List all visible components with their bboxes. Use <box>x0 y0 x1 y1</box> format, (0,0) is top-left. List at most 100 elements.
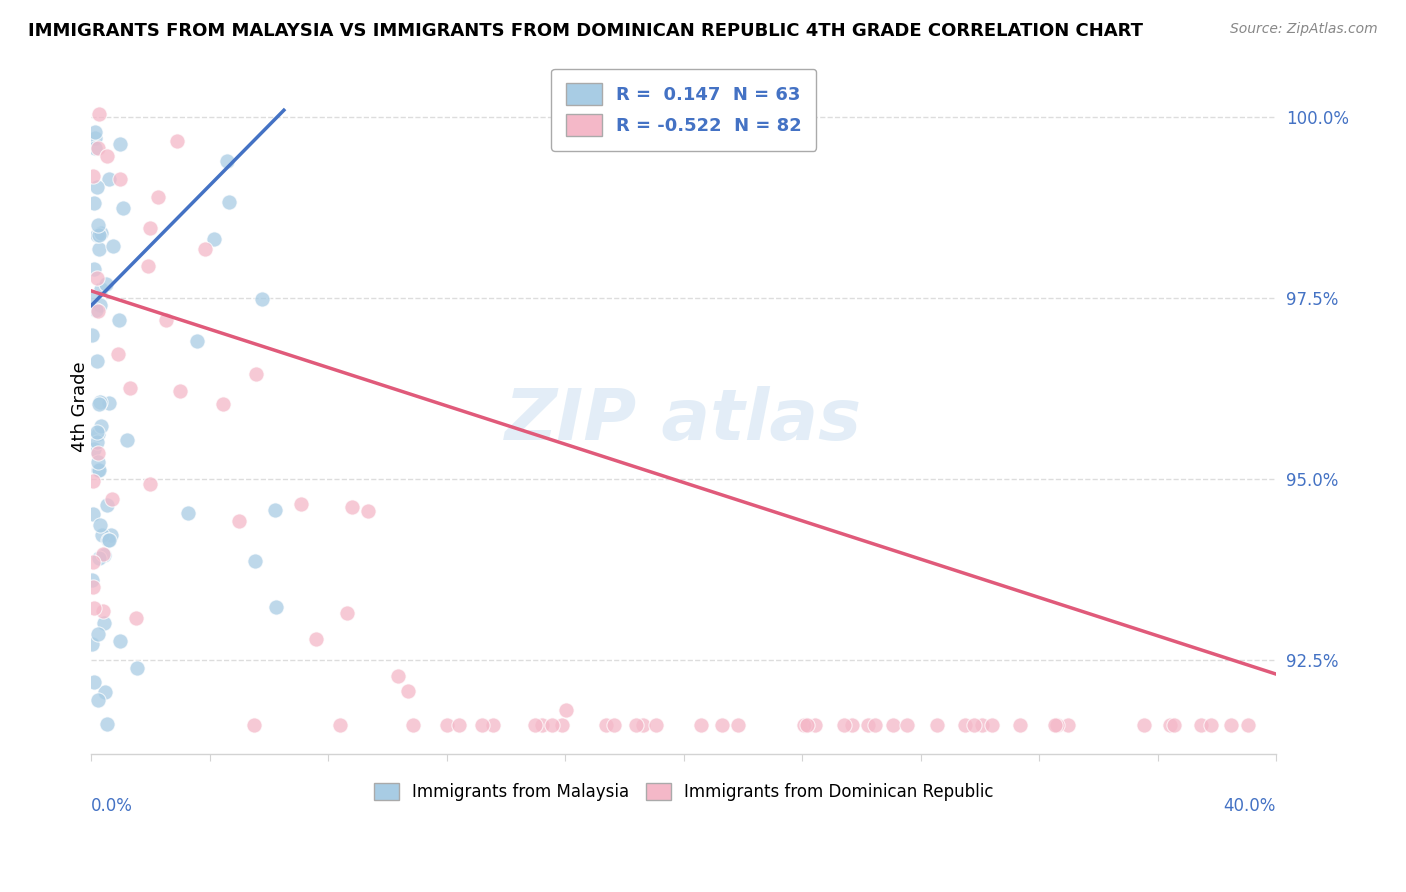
Point <box>84 130 107 145</box>
Point <box>87 427 110 442</box>
Point <box>228 514 250 528</box>
Point <box>86 627 108 641</box>
Point <box>177 506 200 520</box>
Point <box>1163 717 1185 731</box>
Point <box>242 717 264 731</box>
Point <box>82 555 104 569</box>
Point <box>96 149 118 163</box>
Point <box>290 497 312 511</box>
Point <box>94 685 117 699</box>
Point <box>89 282 111 296</box>
Point <box>87 692 110 706</box>
Point <box>91 604 114 618</box>
Point <box>727 717 749 731</box>
Point <box>796 717 818 731</box>
Point <box>449 717 471 731</box>
Text: 0.0%: 0.0% <box>91 797 134 815</box>
Point <box>245 367 267 381</box>
Point <box>86 434 108 449</box>
Point <box>139 477 162 491</box>
Point <box>83 675 105 690</box>
Point <box>87 463 110 477</box>
Point <box>1189 717 1212 731</box>
Point <box>96 498 118 512</box>
Text: 40.0%: 40.0% <box>1223 797 1277 815</box>
Point <box>146 190 169 204</box>
Point <box>523 717 546 731</box>
Point <box>186 334 208 348</box>
Point <box>97 533 120 547</box>
Point <box>86 353 108 368</box>
Point <box>211 397 233 411</box>
Point <box>243 553 266 567</box>
Point <box>1043 717 1066 731</box>
Point <box>87 455 110 469</box>
Point <box>266 599 288 614</box>
Point <box>305 632 328 647</box>
Point <box>93 548 115 562</box>
Point <box>83 600 105 615</box>
Point <box>602 717 624 731</box>
Point <box>87 397 110 411</box>
Point <box>84 125 107 139</box>
Point <box>136 259 159 273</box>
Point <box>83 196 105 211</box>
Point <box>402 717 425 731</box>
Point <box>89 298 111 312</box>
Point <box>107 347 129 361</box>
Point <box>202 232 225 246</box>
Point <box>530 717 553 731</box>
Point <box>1237 717 1260 731</box>
Point <box>981 717 1004 731</box>
Point <box>82 327 104 342</box>
Point <box>626 717 648 731</box>
Point <box>841 717 863 731</box>
Point <box>87 463 110 477</box>
Y-axis label: 4th Grade: 4th Grade <box>72 361 89 452</box>
Point <box>1220 717 1243 731</box>
Point <box>896 717 918 731</box>
Point <box>963 717 986 731</box>
Point <box>595 717 617 731</box>
Point <box>87 446 110 460</box>
Point <box>96 277 118 291</box>
Point <box>115 433 138 447</box>
Point <box>89 107 111 121</box>
Text: ZIP atlas: ZIP atlas <box>505 386 862 455</box>
Point <box>86 271 108 285</box>
Point <box>108 633 131 648</box>
Point <box>120 381 142 395</box>
Point <box>863 717 886 731</box>
Point <box>89 395 111 409</box>
Point <box>83 442 105 457</box>
Point <box>633 717 655 731</box>
Point <box>215 153 238 168</box>
Point <box>194 242 217 256</box>
Point <box>471 717 494 731</box>
Point <box>86 425 108 440</box>
Legend: Immigrants from Malaysia, Immigrants from Dominican Republic: Immigrants from Malaysia, Immigrants fro… <box>367 776 1001 808</box>
Point <box>169 384 191 399</box>
Point <box>93 615 115 630</box>
Point <box>834 717 856 731</box>
Point <box>1056 717 1078 731</box>
Point <box>82 507 104 521</box>
Point <box>90 226 112 240</box>
Point <box>793 717 815 731</box>
Point <box>263 503 285 517</box>
Point <box>86 179 108 194</box>
Point <box>80 637 103 651</box>
Point <box>108 136 131 151</box>
Point <box>96 716 118 731</box>
Point <box>97 172 120 186</box>
Point <box>89 242 111 256</box>
Point <box>90 419 112 434</box>
Point <box>1008 717 1031 731</box>
Point <box>155 313 177 327</box>
Point <box>82 474 104 488</box>
Point <box>86 228 108 243</box>
Point <box>540 717 562 731</box>
Point <box>804 717 827 731</box>
Point <box>955 717 977 731</box>
Point <box>87 141 110 155</box>
